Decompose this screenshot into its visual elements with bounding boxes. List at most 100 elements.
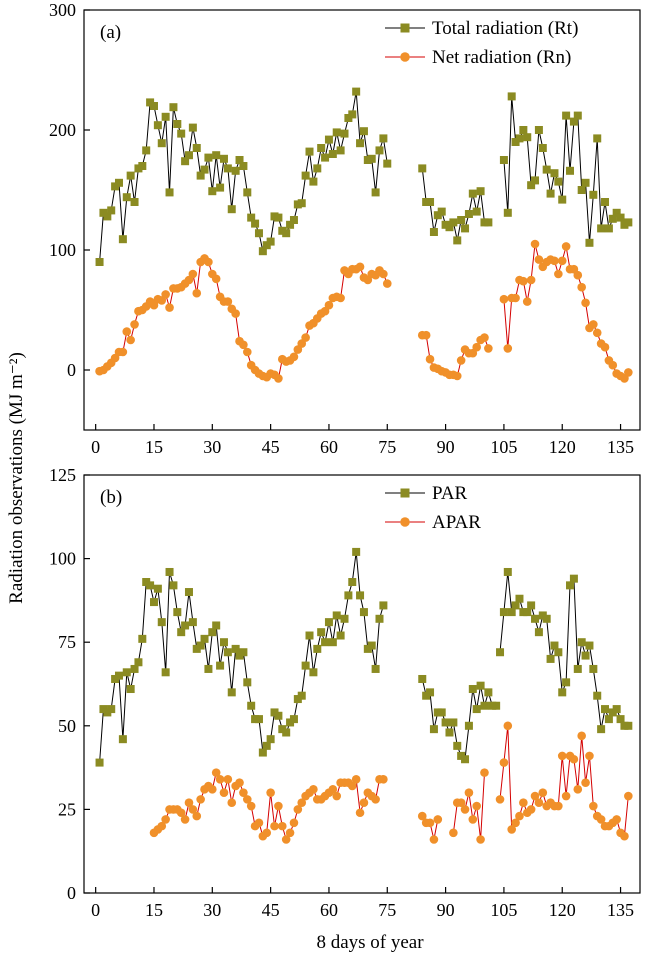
- data-point-b: [557, 751, 567, 761]
- data-point-a: [204, 257, 213, 267]
- data-point-a: [188, 123, 197, 132]
- data-point-b: [476, 835, 485, 844]
- data-point-a: [608, 214, 617, 223]
- x-tick-label-a: 120: [549, 437, 576, 457]
- data-point-a: [612, 208, 621, 217]
- data-point-b: [301, 661, 310, 670]
- data-point-b: [499, 608, 508, 617]
- data-point-a: [523, 133, 532, 142]
- data-point-a: [499, 156, 508, 164]
- data-point-b: [227, 688, 236, 697]
- data-point-b: [153, 584, 162, 593]
- data-point-a: [142, 146, 151, 155]
- data-point-a: [130, 320, 139, 329]
- data-point-b: [495, 795, 505, 804]
- x-tick-label-b: 15: [145, 900, 163, 920]
- data-point-a: [165, 303, 174, 312]
- data-point-b: [262, 828, 272, 838]
- legend-label-a-2: Net radiation (Rn): [432, 47, 571, 68]
- data-point-a: [301, 171, 310, 180]
- data-point-a: [445, 223, 454, 232]
- data-point-b: [340, 614, 349, 623]
- y-tick-label-a: 300: [49, 0, 76, 20]
- data-point-b: [277, 821, 287, 831]
- data-point-a: [231, 309, 240, 318]
- data-point-b: [254, 715, 263, 724]
- data-point-b: [511, 818, 520, 828]
- data-point-a: [421, 330, 431, 340]
- data-point-b: [227, 798, 237, 808]
- data-point-a: [254, 229, 263, 238]
- data-point-b: [476, 681, 485, 690]
- data-point-a: [122, 327, 132, 336]
- data-point-b: [433, 815, 443, 824]
- data-point-a: [95, 258, 104, 266]
- data-point-a: [340, 129, 349, 138]
- data-point-b: [223, 775, 233, 784]
- legend-marker-b-1: [400, 488, 410, 498]
- data-point-a: [616, 213, 625, 222]
- y-tick-label-b: 125: [49, 465, 76, 485]
- data-point-b: [146, 581, 155, 590]
- data-point-a: [352, 87, 361, 96]
- data-point-b: [492, 701, 501, 710]
- data-point-a: [589, 320, 598, 329]
- data-point-a: [526, 275, 536, 285]
- data-point-a: [177, 129, 186, 138]
- data-point-a: [235, 156, 244, 164]
- data-point-b: [289, 715, 298, 724]
- data-point-a: [624, 218, 633, 227]
- data-point-a: [507, 92, 516, 101]
- data-point-a: [484, 344, 493, 353]
- data-point-b: [593, 691, 602, 700]
- data-point-a: [437, 207, 446, 216]
- data-point-a: [534, 255, 544, 264]
- data-point-b: [324, 618, 333, 627]
- series-a-2: [95, 239, 633, 383]
- data-point-b: [235, 778, 244, 787]
- data-point-a: [355, 262, 365, 272]
- data-point-b: [531, 614, 540, 623]
- data-point-b: [184, 588, 193, 597]
- data-point-a: [577, 186, 586, 194]
- data-point-b: [417, 811, 427, 821]
- data-point-b: [281, 835, 291, 844]
- data-point-a: [371, 188, 380, 197]
- data-point-b: [581, 778, 590, 787]
- data-point-a: [461, 224, 470, 233]
- data-point-b: [515, 811, 524, 821]
- x-tick-label-a: 15: [145, 437, 163, 457]
- data-point-b: [344, 591, 353, 600]
- data-point-b: [196, 641, 205, 650]
- data-point-b: [620, 831, 629, 841]
- data-point-b: [355, 808, 365, 818]
- data-point-b: [321, 638, 330, 647]
- data-point-a: [519, 276, 528, 286]
- data-point-b: [266, 735, 275, 744]
- data-point-b: [219, 638, 228, 647]
- data-point-b: [425, 818, 435, 828]
- data-point-b: [243, 795, 252, 804]
- data-point-b: [359, 608, 368, 617]
- data-point-b: [348, 578, 357, 587]
- data-point-a: [538, 144, 547, 152]
- data-point-b: [426, 688, 435, 697]
- data-point-a: [161, 112, 170, 121]
- x-tick-label-a: 135: [607, 437, 634, 457]
- data-point-b: [456, 798, 466, 808]
- data-point-b: [464, 721, 473, 730]
- data-point-b: [429, 725, 438, 734]
- data-point-b: [313, 644, 322, 653]
- data-point-a: [593, 134, 602, 143]
- x-tick-label-a: 105: [490, 437, 517, 457]
- panel-b-chart: 0 15 30 45 60 75 90 105 120 135 0 25 50 75 100 125 (b) PA…: [49, 465, 641, 920]
- data-point-a: [600, 342, 610, 352]
- data-point-a: [456, 356, 466, 365]
- data-point-b: [282, 728, 291, 737]
- data-point-a: [328, 150, 337, 158]
- data-point-a: [522, 297, 532, 306]
- data-point-a: [317, 144, 326, 152]
- data-point-a: [309, 177, 318, 186]
- legend-label-a-1: Total radiation (Rt): [432, 18, 578, 39]
- data-point-b: [254, 818, 264, 828]
